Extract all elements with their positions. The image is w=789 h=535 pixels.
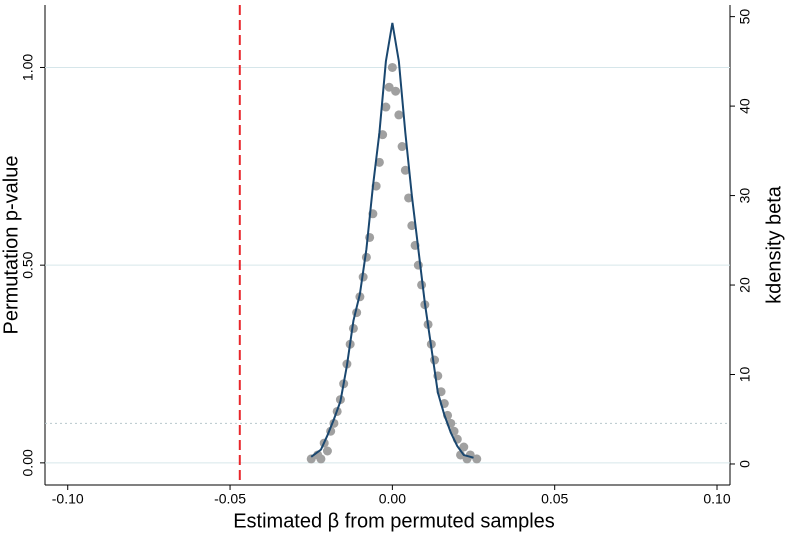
y2-tick-label: 10 bbox=[737, 367, 753, 383]
scatter-point bbox=[391, 86, 401, 96]
x-tick-label: 0.10 bbox=[703, 491, 730, 507]
scatter-point bbox=[394, 110, 404, 120]
y2-axis-title: kdensity beta bbox=[763, 185, 785, 304]
x-tick-label: 0.05 bbox=[541, 491, 568, 507]
scatter-point bbox=[407, 221, 417, 231]
y2-tick-label: 20 bbox=[737, 277, 753, 293]
x-tick-label: -0.05 bbox=[214, 491, 246, 507]
y-tick-label: 1.00 bbox=[20, 54, 36, 81]
scatter-point bbox=[400, 165, 410, 175]
y2-tick-label: 0 bbox=[737, 460, 753, 468]
x-tick-label: 0.00 bbox=[379, 491, 406, 507]
scatter-point bbox=[306, 454, 316, 464]
scatter-point bbox=[381, 102, 391, 112]
scatter-point bbox=[322, 446, 332, 456]
y-axis-title: Permutation p-value bbox=[0, 156, 22, 335]
scatter-point bbox=[387, 62, 397, 72]
scatter-point bbox=[472, 454, 482, 464]
x-tick-label: -0.10 bbox=[52, 491, 84, 507]
scatter-point bbox=[397, 142, 407, 152]
scatter-point bbox=[384, 82, 394, 92]
scatter-point bbox=[374, 157, 384, 167]
y-tick-label: 0.50 bbox=[20, 251, 36, 278]
scatter-point bbox=[316, 454, 326, 464]
y2-tick-label: 30 bbox=[737, 188, 753, 204]
scatter-point bbox=[459, 442, 469, 452]
x-axis-title: Estimated β from permuted samples bbox=[233, 510, 555, 532]
y2-tick-label: 50 bbox=[737, 9, 753, 25]
y2-tick-label: 40 bbox=[737, 98, 753, 114]
density-line bbox=[310, 22, 474, 459]
scatter-point bbox=[404, 193, 414, 203]
y-tick-label: 0.00 bbox=[20, 449, 36, 476]
